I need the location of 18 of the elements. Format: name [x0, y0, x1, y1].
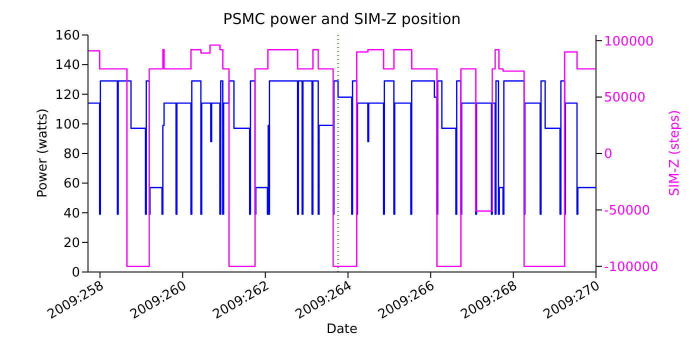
y-tick-label: 80 [63, 147, 80, 162]
y-tick-label: 0 [72, 266, 80, 281]
y-tick-label: 100 [55, 117, 80, 132]
y-tick-label: 40 [63, 206, 80, 222]
y-tick-label: 120 [55, 88, 80, 103]
y-tick-label: 60 [63, 176, 80, 192]
y2-tick-label: 50000 [604, 90, 646, 106]
y-tick-label: 160 [55, 28, 80, 44]
x-axis-title: Date [325, 322, 359, 337]
y2-tick-label: 100000 [604, 34, 654, 50]
y2-tick-label: -50000 [604, 204, 650, 219]
y2-axis-title: SIM-Z (steps) [668, 110, 682, 196]
y-tick-label: 140 [55, 58, 80, 74]
y-axis-title: Power (watts) [36, 108, 50, 198]
y2-tick-label: 0 [604, 147, 612, 162]
y2-tick-label: -100000 [604, 260, 658, 275]
chart-title: PSMC power and SIM-Z position [222, 10, 462, 28]
y-tick-label: 20 [63, 236, 80, 251]
